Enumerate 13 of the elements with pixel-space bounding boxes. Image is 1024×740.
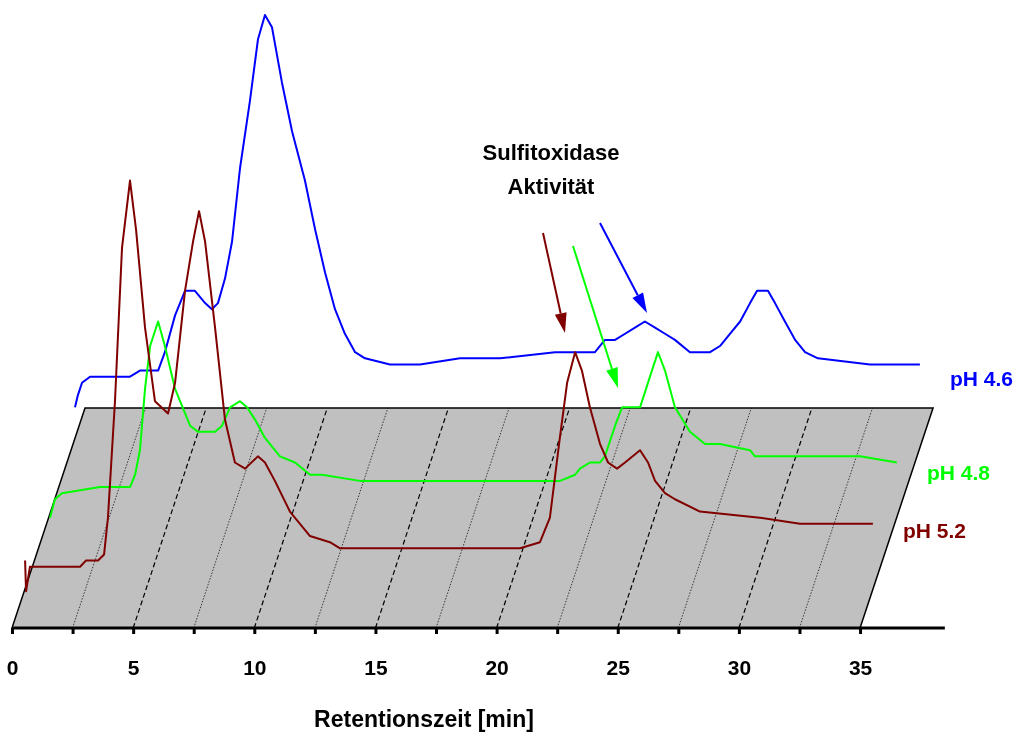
x-tick-label: 0 xyxy=(6,655,19,679)
series-label: pH 4.6 xyxy=(949,367,1013,391)
x-tick-label: 20 xyxy=(485,655,509,679)
annotation: Sulfitoxidase Aktivität xyxy=(482,140,620,199)
x-tick-label: 5 xyxy=(127,655,140,679)
series-label: pH 4.8 xyxy=(926,461,991,485)
x-tick-label: 35 xyxy=(848,655,873,679)
series-label: pH 5.2 xyxy=(902,518,966,542)
x-tick-label: 15 xyxy=(364,655,388,679)
x-tick-label: 30 xyxy=(727,655,752,679)
x-tick-label: 25 xyxy=(606,655,631,679)
x-tick-label: 10 xyxy=(243,655,267,679)
x-axis-title: Retentionszeit [min] xyxy=(314,706,534,732)
